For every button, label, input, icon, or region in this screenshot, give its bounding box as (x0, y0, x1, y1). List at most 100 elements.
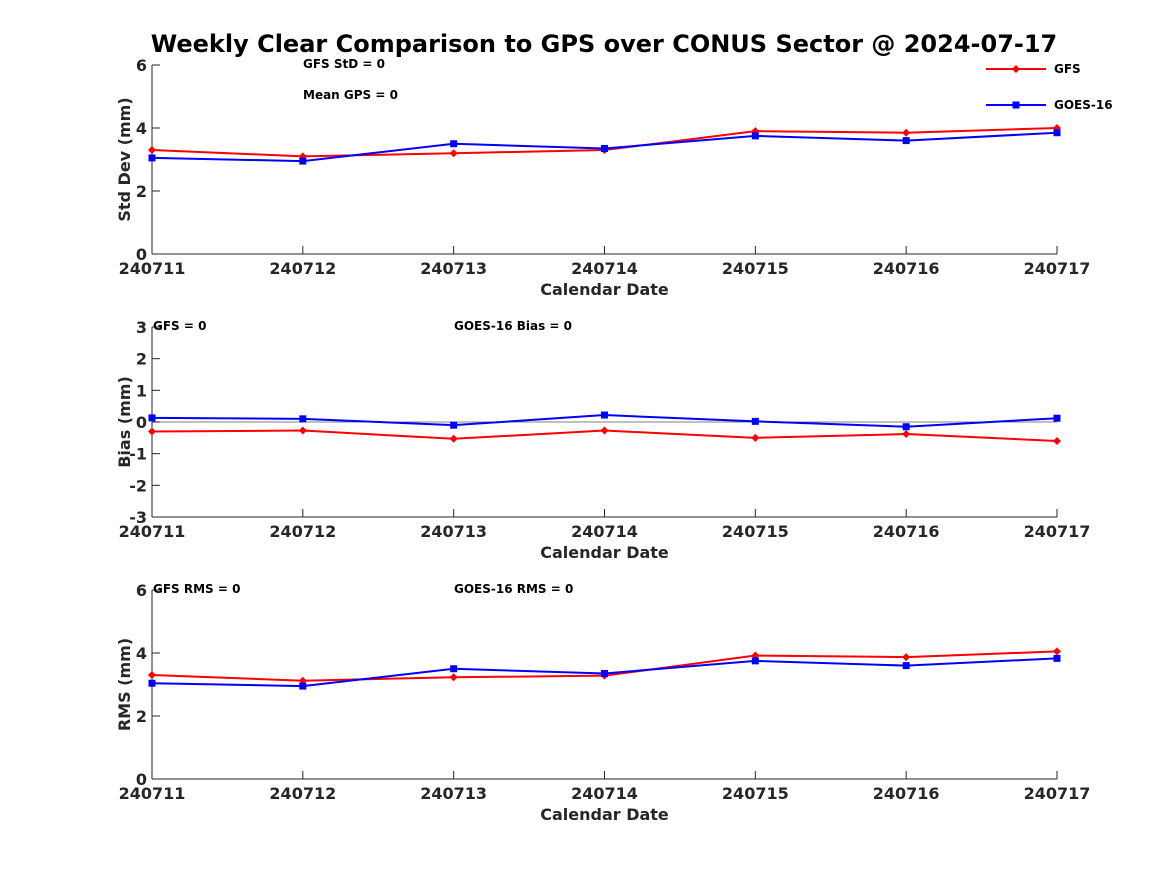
stddev-y-tick-label: 4 (136, 119, 147, 138)
stddev-point-goes-16 (450, 140, 458, 148)
rms-point-goes-16 (450, 665, 458, 673)
stddev-x-tick-label: 240711 (119, 259, 186, 278)
stddev-x-tick-label: 240713 (420, 259, 487, 278)
bias-x-axis-label: Calendar Date (540, 543, 669, 562)
stddev-y-tick-label: 2 (136, 182, 147, 201)
bias-y-tick-label: 2 (136, 350, 147, 369)
bias-x-tick-label: 240712 (269, 522, 336, 541)
rms-y-tick-label: 2 (136, 707, 147, 726)
bias-x-tick-label: 240711 (119, 522, 186, 541)
bias-point-goes-16 (902, 423, 910, 431)
stddev-x-tick-label: 240715 (722, 259, 789, 278)
bias-annotation: GFS = 0 (153, 319, 206, 333)
rms-series-gfs (148, 647, 1061, 685)
bias-point-goes-16 (299, 415, 307, 423)
rms-point-gfs (902, 653, 911, 662)
stddev-x-tick-label: 240716 (873, 259, 940, 278)
rms-point-gfs (1053, 647, 1061, 656)
stddev-point-goes-16 (751, 132, 759, 140)
rms-x-tick-label: 240712 (269, 784, 336, 803)
bias-y-tick-label: -3 (129, 508, 147, 527)
bias-point-gfs (148, 427, 156, 436)
bias-series-goes-16 (148, 411, 1061, 431)
bias-x-tick-label: 240717 (1024, 522, 1091, 541)
rms-point-gfs (148, 671, 156, 680)
bias-y-tick-label: 1 (136, 381, 147, 400)
bias-y-tick-label: -1 (129, 445, 147, 464)
stddev-point-goes-16 (601, 144, 608, 152)
bias-point-goes-16 (148, 414, 156, 422)
stddev-point-gfs (148, 146, 156, 155)
stddev-series-gfs (148, 124, 1061, 161)
bias-point-goes-16 (601, 411, 608, 419)
bias-series-gfs (148, 426, 1061, 445)
bias-point-gfs (902, 430, 911, 439)
rms-x-tick-label: 240716 (873, 784, 940, 803)
stddev-x-tick-label: 240714 (571, 259, 638, 278)
chart-bias: -3 -2 -1 0 1 2 3 240711 240712 240713 240714 240715… (115, 318, 1090, 562)
bias-y-tick-label: 0 (136, 413, 147, 432)
stddev-y-axis-label: Std Dev (mm) (115, 97, 134, 221)
bias-y-axis-label: Bias (mm) (115, 376, 134, 468)
rms-y-tick-label: 4 (136, 644, 147, 663)
stddev-x-tick-label: 240712 (269, 259, 336, 278)
bias-point-gfs (298, 426, 307, 435)
bias-point-goes-16 (450, 421, 458, 429)
bias-point-gfs (449, 434, 458, 443)
rms-x-tick-label: 240717 (1024, 784, 1091, 803)
rms-y-tick-label: 6 (136, 581, 147, 600)
rms-annotation: GOES-16 RMS = 0 (454, 582, 573, 596)
legend-label-gfs: GFS (1054, 62, 1081, 76)
rms-point-goes-16 (1053, 654, 1061, 662)
rms-x-tick-label: 240711 (119, 784, 186, 803)
rms-y-axis-label: RMS (mm) (115, 638, 134, 731)
rms-point-goes-16 (902, 662, 910, 670)
stddev-point-gfs (902, 128, 911, 137)
legend-marker-gfs (1012, 65, 1020, 73)
bias-x-tick-label: 240713 (420, 522, 487, 541)
bias-point-goes-16 (1053, 414, 1061, 422)
bias-point-goes-16 (751, 417, 759, 425)
stddev-x-axis-label: Calendar Date (540, 280, 669, 299)
bias-annotation: GOES-16 Bias = 0 (454, 319, 572, 333)
chart-rms: 0 2 4 6 240711 240712 240713 240714 240715 240716… (115, 581, 1090, 824)
rms-point-goes-16 (299, 682, 307, 690)
stddev-point-goes-16 (902, 137, 910, 145)
rms-x-tick-label: 240713 (420, 784, 487, 803)
stddev-legend: GFS GOES-16 (986, 62, 1113, 112)
stddev-series-goes-16 (148, 129, 1061, 165)
chart-stddev: 0 2 4 6 240711 240712 240713 240714 240715 240716… (115, 56, 1113, 299)
legend-marker-goes-16 (1012, 101, 1020, 109)
stddev-point-goes-16 (299, 157, 307, 165)
bias-point-gfs (600, 426, 609, 435)
rms-series-goes-16 (148, 654, 1061, 690)
rms-point-goes-16 (751, 657, 759, 665)
bias-x-tick-label: 240716 (873, 522, 940, 541)
rms-annotation: GFS RMS = 0 (153, 582, 240, 596)
bias-point-gfs (1053, 437, 1061, 445)
stddev-y-tick-label: 6 (136, 56, 147, 75)
rms-point-gfs (449, 673, 458, 682)
rms-x-tick-label: 240715 (722, 784, 789, 803)
bias-y-tick-label: -2 (129, 476, 147, 495)
stddev-point-goes-16 (1053, 129, 1061, 137)
bias-x-tick-label: 240714 (571, 522, 638, 541)
rms-point-goes-16 (601, 669, 608, 677)
stddev-annotation: Mean GPS = 0 (303, 88, 398, 102)
rms-y-tick-label: 0 (136, 770, 147, 789)
bias-point-gfs (751, 433, 760, 442)
chart-panels: 0 2 4 6 240711 240712 240713 240714 240715 240716… (115, 56, 1113, 824)
stddev-point-goes-16 (148, 154, 156, 162)
stddev-point-gfs (449, 149, 458, 158)
legend-label-goes-16: GOES-16 (1054, 98, 1113, 112)
rms-point-goes-16 (148, 679, 156, 687)
stddev-annotation: GFS StD = 0 (303, 57, 385, 71)
rms-x-axis-label: Calendar Date (540, 805, 669, 824)
figure-title: Weekly Clear Comparison to GPS over CONU… (151, 30, 1058, 58)
bias-y-tick-label: 3 (136, 318, 147, 337)
stddev-y-tick-label: 0 (136, 245, 147, 264)
rms-x-tick-label: 240714 (571, 784, 638, 803)
stddev-x-tick-label: 240717 (1024, 259, 1091, 278)
bias-x-tick-label: 240715 (722, 522, 789, 541)
